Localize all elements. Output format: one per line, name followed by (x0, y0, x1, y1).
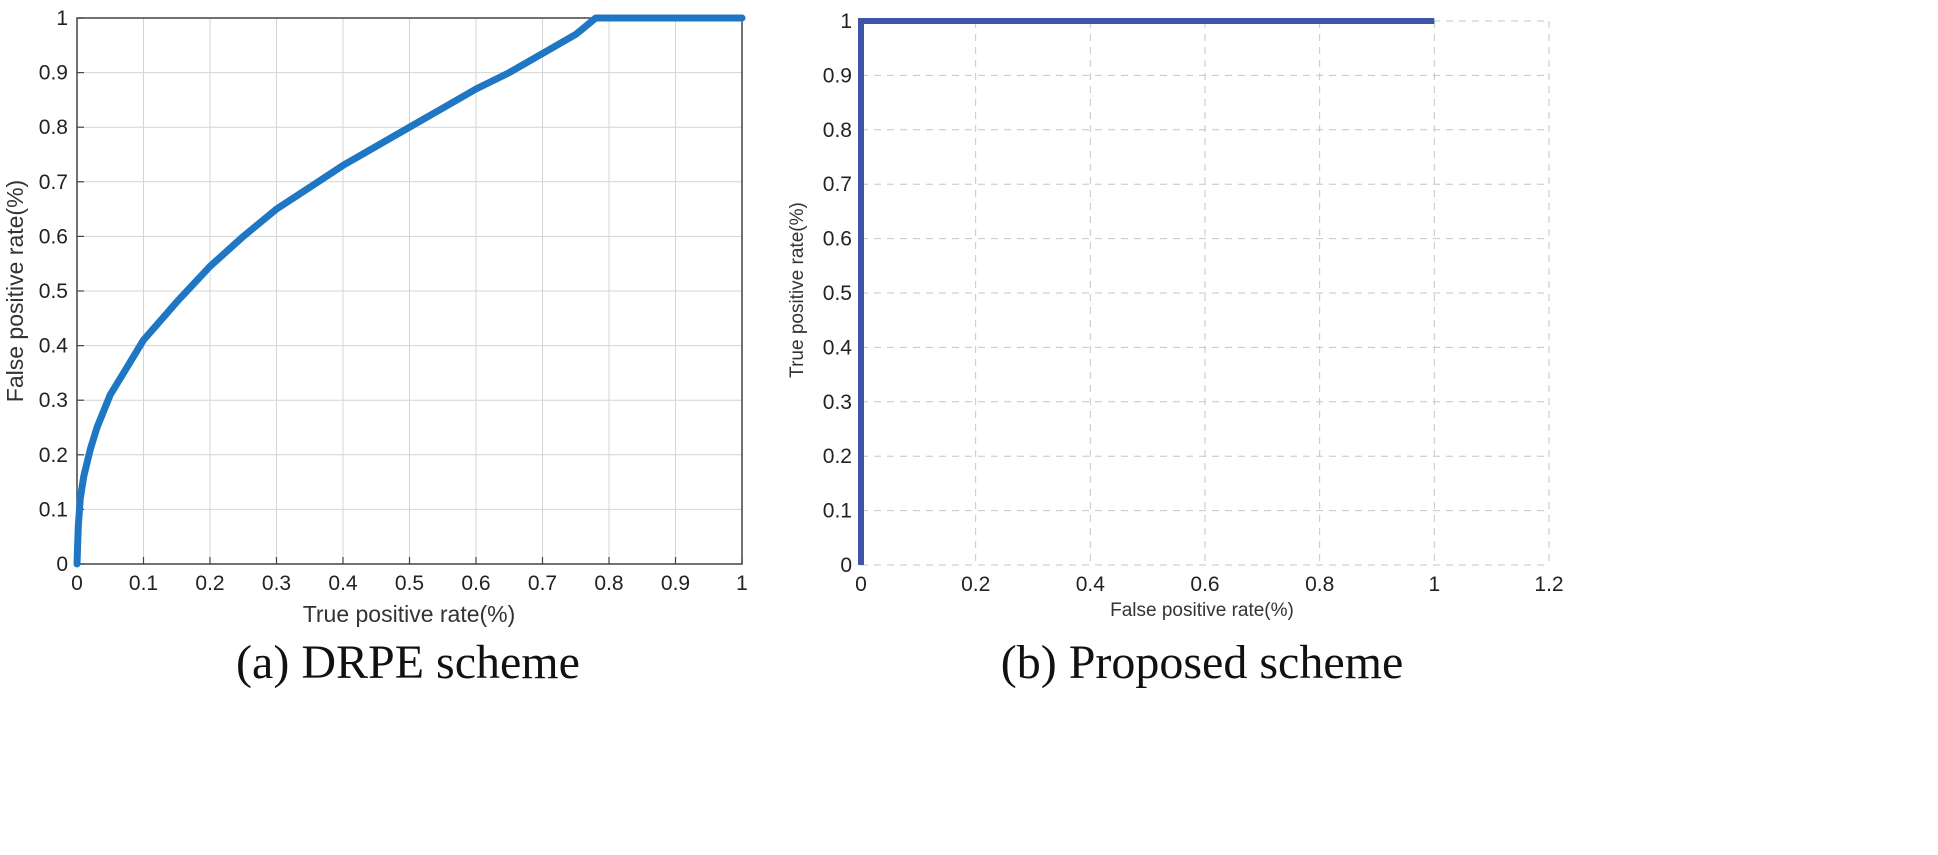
chart-a-x-axis-label: True positive rate(%) (303, 601, 516, 627)
chart-a-x-tick-label: 0.5 (395, 572, 424, 595)
chart-b-y-tick-label: 0 (840, 554, 852, 577)
chart-b-x-tick-label: 0.2 (961, 573, 990, 596)
chart-b-x-tick-label: 0.4 (1076, 573, 1106, 596)
chart-b-y-tick-label: 0.6 (823, 228, 852, 251)
chart-b-x-tick-label: 1 (1428, 573, 1440, 596)
chart-a-x-tick-label: 0.3 (262, 572, 291, 595)
chart-a-roc-curve (73, 14, 746, 568)
chart-b-y-tick-label: 0.9 (823, 64, 852, 87)
chart-b-proposed: 0 0.1 0.2 0.3 0.4 0.5 0.6 0.7 0.8 0.9 1 0 0.2 0.4 0.6… (787, 10, 1564, 689)
chart-b-y-tick-label: 0.5 (823, 282, 852, 305)
chart-b-y-tick-label: 0.3 (823, 391, 852, 414)
chart-b-y-ticks: 0 0.1 0.2 0.3 0.4 0.5 0.6 0.7 0.8 0.9 1 (823, 10, 853, 577)
chart-b-caption: (b) Proposed scheme (1001, 636, 1404, 689)
chart-b-y-tick-label: 0.4 (823, 336, 853, 359)
chart-a-y-tick-label: 1 (56, 7, 68, 30)
chart-a-x-tick-label: 0.4 (328, 572, 358, 595)
chart-b-x-tick-label: 0 (855, 573, 867, 596)
chart-a-x-tick-label: 0.6 (461, 572, 490, 595)
chart-b-x-tick-label: 0.8 (1305, 573, 1334, 596)
chart-a-y-tick-label: 0 (56, 553, 68, 576)
chart-a-caption: (a) DRPE scheme (236, 636, 580, 689)
chart-b-y-tick-label: 0.1 (823, 500, 852, 523)
chart-a-x-tick-label: 0 (71, 572, 83, 595)
chart-b-y-tick-label: 1 (840, 10, 852, 33)
chart-a-y-tick-label: 0.7 (39, 171, 68, 194)
chart-a-y-axis-label: False positive rate(%) (2, 180, 28, 402)
chart-a-x-ticks: 0 0.1 0.2 0.3 0.4 0.5 0.6 0.7 0.8 0.9 1 (71, 557, 748, 595)
chart-b-roc-curve (858, 18, 1435, 565)
chart-b-y-axis-label: True positive rate(%) (787, 202, 808, 378)
chart-a-x-tick-label: 0.8 (594, 572, 623, 595)
chart-a-x-tick-label: 0.7 (528, 572, 557, 595)
chart-a-drpe: 0 0.1 0.2 0.3 0.4 0.5 0.6 0.7 0.8 0.9 1 0 0.1 0.2 0.3… (2, 7, 748, 689)
chart-a-y-tick-label: 0.3 (39, 389, 68, 412)
chart-a-x-tick-label: 0.1 (129, 572, 158, 595)
chart-a-x-tick-label: 0.9 (661, 572, 690, 595)
chart-b-x-ticks: 0 0.2 0.4 0.6 0.8 1 1.2 (855, 573, 1563, 596)
chart-a-y-tick-label: 0.1 (39, 498, 68, 521)
chart-b-x-axis-label: False positive rate(%) (1110, 600, 1294, 621)
chart-b-x-tick-label: 1.2 (1534, 573, 1563, 596)
chart-a-x-tick-label: 1 (736, 572, 748, 595)
chart-b-x-tick-label: 0.6 (1190, 573, 1219, 596)
chart-a-y-tick-label: 0.5 (39, 280, 68, 303)
chart-a-y-tick-label: 0.9 (39, 62, 68, 85)
chart-a-y-ticks: 0 0.1 0.2 0.3 0.4 0.5 0.6 0.7 0.8 0.9 1 (39, 7, 84, 576)
chart-a-y-tick-label: 0.4 (39, 335, 69, 358)
chart-a-y-tick-label: 0.2 (39, 444, 68, 467)
chart-a-y-tick-label: 0.6 (39, 225, 68, 248)
chart-a-x-tick-label: 0.2 (195, 572, 224, 595)
chart-b-y-tick-label: 0.2 (823, 445, 852, 468)
chart-b-y-tick-label: 0.8 (823, 119, 852, 142)
chart-b-y-tick-label: 0.7 (823, 173, 852, 196)
chart-a-y-tick-label: 0.8 (39, 116, 68, 139)
